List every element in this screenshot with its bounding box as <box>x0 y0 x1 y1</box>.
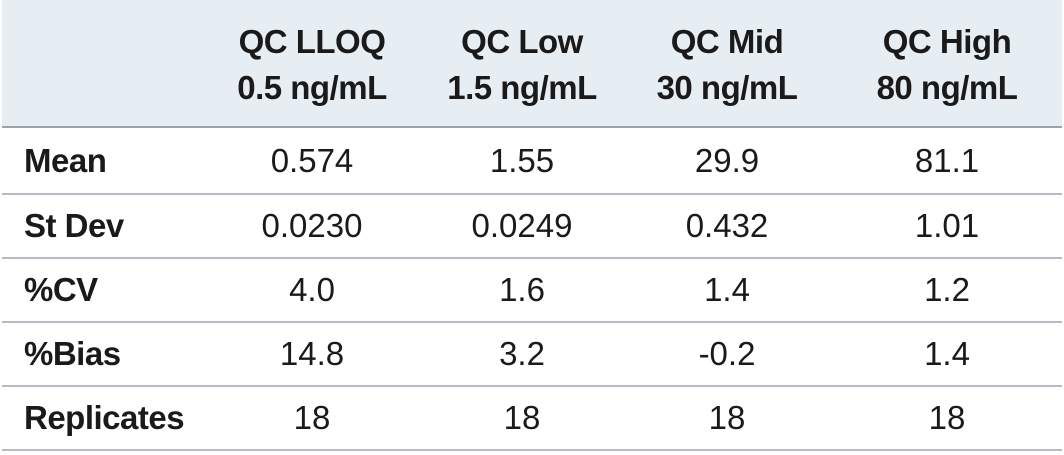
table-row-cv: %CV 4.0 1.6 1.4 1.2 <box>2 258 1062 322</box>
column-header-qc-mid: QC Mid 30 ng/mL <box>622 0 832 128</box>
column-header-concentration: 30 ng/mL <box>656 68 798 106</box>
table-row-st-dev: St Dev 0.0230 0.0249 0.432 1.01 <box>2 194 1062 258</box>
table-cell: 3.2 <box>499 335 545 372</box>
table-row-mean: Mean 0.574 1.55 29.9 81.1 <box>2 127 1062 194</box>
table-cell: 1.6 <box>499 271 545 308</box>
column-header-concentration: 1.5 ng/mL <box>447 68 597 106</box>
table-cell: 1.2 <box>924 271 970 308</box>
column-header-title: QC Mid <box>670 22 784 60</box>
row-label: %CV <box>24 271 98 308</box>
table-cell: 1.01 <box>914 207 980 244</box>
table-cell: 18 <box>708 399 746 436</box>
row-label: Replicates <box>24 399 185 436</box>
table-cell: 1.4 <box>704 271 750 308</box>
table-cell: 81.1 <box>914 141 980 179</box>
table-row-replicates: Replicates 18 18 18 18 <box>2 386 1062 450</box>
table-cell: 18 <box>503 399 541 436</box>
header-corner-cell <box>2 0 202 128</box>
table-cell: 1.55 <box>489 141 555 179</box>
row-label: Mean <box>24 141 107 179</box>
column-header-concentration: 80 ng/mL <box>876 68 1018 106</box>
table-row-bias: %Bias 14.8 3.2 -0.2 1.4 <box>2 322 1062 386</box>
table-cell: 18 <box>293 399 331 436</box>
table-header-row: QC LLOQ 0.5 ng/mL QC Low 1.5 ng/mL QC Mi… <box>2 0 1062 128</box>
table-cell: 18 <box>928 399 966 436</box>
column-header-concentration: 0.5 ng/mL <box>237 68 387 106</box>
column-header-qc-high: QC High 80 ng/mL <box>832 0 1062 128</box>
row-label: %Bias <box>24 335 121 372</box>
column-header-title: QC High <box>882 22 1012 60</box>
column-header-qc-low: QC Low 1.5 ng/mL <box>422 0 622 128</box>
table-cell: 29.9 <box>694 141 760 179</box>
column-header-title: QC LLOQ <box>238 22 386 60</box>
column-header-title: QC Low <box>461 22 583 60</box>
table-cell: 0.0230 <box>261 207 363 244</box>
table-cell: 0.574 <box>270 141 354 179</box>
column-header-qc-lloq: QC LLOQ 0.5 ng/mL <box>202 0 422 128</box>
table-cell: -0.2 <box>698 335 756 372</box>
table-cell: 4.0 <box>289 271 335 308</box>
table-cell: 0.432 <box>685 207 769 244</box>
table-cell: 1.4 <box>924 335 970 372</box>
table-cell: 0.0249 <box>471 207 573 244</box>
row-label: St Dev <box>24 207 124 244</box>
table-cell: 14.8 <box>279 335 345 372</box>
